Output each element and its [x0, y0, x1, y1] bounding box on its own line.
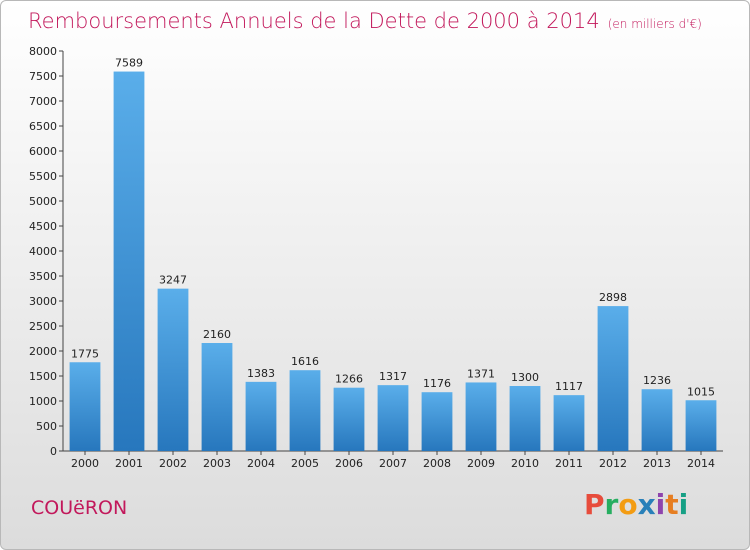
bar: [245, 381, 277, 451]
x-tick-label: 2012: [599, 457, 627, 470]
y-tick-label: 6000: [29, 145, 57, 158]
x-tick-label: 2009: [467, 457, 495, 470]
bar-value-label: 1300: [511, 371, 539, 384]
y-tick-label: 2000: [29, 345, 57, 358]
bar-value-label: 2160: [203, 328, 231, 341]
proxiti-logo[interactable]: Proxiti: [584, 488, 688, 521]
y-tick-label: 2500: [29, 320, 57, 333]
x-tick-label: 2004: [247, 457, 275, 470]
bar-value-label: 1383: [247, 367, 275, 380]
x-tick-label: 2001: [115, 457, 143, 470]
bar: [685, 400, 717, 451]
x-tick-label: 2000: [71, 457, 99, 470]
y-tick-label: 8000: [29, 45, 57, 58]
bar-value-label: 1775: [71, 347, 99, 360]
bar: [641, 389, 673, 451]
bar: [289, 370, 321, 451]
bar-value-label: 3247: [159, 274, 187, 287]
y-tick-label: 7000: [29, 95, 57, 108]
bar: [377, 385, 409, 451]
x-tick-label: 2013: [643, 457, 671, 470]
logo-letter: i: [678, 488, 689, 521]
y-tick-label: 6500: [29, 120, 57, 133]
x-tick-label: 2014: [687, 457, 715, 470]
bar-value-label: 2898: [599, 291, 627, 304]
y-tick-label: 4000: [29, 245, 57, 258]
y-tick-label: 1000: [29, 395, 57, 408]
chart-title-text: Remboursements Annuels de la Dette de 20…: [28, 9, 600, 33]
chart-subtitle: (en milliers d'€): [607, 17, 702, 31]
y-tick-label: 7500: [29, 70, 57, 83]
bar-value-label: 1117: [555, 380, 583, 393]
x-tick-label: 2011: [555, 457, 583, 470]
y-tick-label: 3500: [29, 270, 57, 283]
bar: [333, 387, 365, 451]
bar-value-label: 1015: [687, 385, 715, 398]
bar: [157, 288, 189, 451]
x-tick-label: 2007: [379, 457, 407, 470]
y-tick-label: 1500: [29, 370, 57, 383]
logo-letter: i: [655, 488, 666, 521]
logo-letter: P: [584, 488, 605, 521]
y-tick-label: 5500: [29, 170, 57, 183]
y-tick-label: 500: [36, 420, 57, 433]
bar: [421, 392, 453, 451]
bar: [465, 382, 497, 451]
axes: 0 500 1000 1500 2000 2500 3000 3500 4000 4500 5000…: [29, 45, 723, 470]
chart-title: Remboursements Annuels de la Dette de 20…: [28, 9, 702, 33]
bar: [553, 395, 585, 451]
bar: [597, 306, 629, 451]
x-tick-label: 2006: [335, 457, 363, 470]
bar-value-label: 1616: [291, 355, 319, 368]
x-tick-label: 2003: [203, 457, 231, 470]
logo-letter: t: [665, 488, 679, 521]
bar: [201, 343, 233, 451]
bars-group: 1775 7589 3247 2160 1383 1616 1266 1317 1176 1371…: [69, 57, 717, 452]
bar: [509, 386, 541, 451]
x-tick-label: 2005: [291, 457, 319, 470]
bar-value-label: 1317: [379, 370, 407, 383]
bar-value-label: 1176: [423, 377, 451, 390]
bar: [113, 71, 145, 452]
y-tick-label: 5000: [29, 195, 57, 208]
logo-letter: x: [637, 488, 656, 521]
x-tick-label: 2010: [511, 457, 539, 470]
y-tick-label: 3000: [29, 295, 57, 308]
logo-letter: r: [604, 488, 619, 521]
bar-value-label: 1371: [467, 367, 495, 380]
bar-value-label: 1266: [335, 373, 363, 386]
commune-name: COUëRON: [31, 497, 128, 519]
logo-letter: o: [618, 488, 638, 521]
y-tick-label: 0: [50, 445, 57, 458]
x-tick-label: 2008: [423, 457, 451, 470]
x-tick-label: 2002: [159, 457, 187, 470]
y-tick-label: 4500: [29, 220, 57, 233]
bar: [69, 362, 101, 451]
bar-value-label: 7589: [115, 57, 143, 70]
bar-value-label: 1236: [643, 374, 671, 387]
